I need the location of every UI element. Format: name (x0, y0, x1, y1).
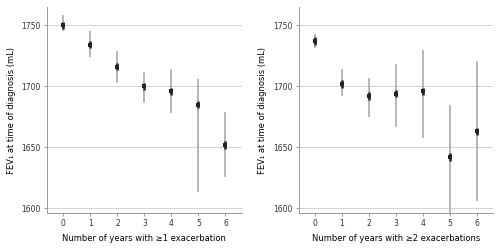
Point (140, 84, 148, 88)
X-axis label: Number of years with ≥2 exacerbations: Number of years with ≥2 exacerbations (312, 234, 480, 243)
X-axis label: Number of years with ≥1 exacerbation: Number of years with ≥1 exacerbation (62, 234, 226, 243)
Point (338, 82, 345, 86)
Y-axis label: FEV₁ at time of diagnosis (mL): FEV₁ at time of diagnosis (mL) (7, 46, 16, 174)
Point (392, 92, 400, 96)
Point (419, 89, 427, 93)
Point (168, 89, 175, 93)
Point (310, 39, 318, 43)
Y-axis label: FEV₁ at time of diagnosis (mL): FEV₁ at time of diagnosis (mL) (258, 46, 268, 174)
Point (86, 43, 94, 47)
Point (60, 23, 68, 27)
Point (365, 94, 373, 98)
Point (222, 143, 230, 147)
Point (194, 102, 202, 106)
Point (446, 155, 454, 159)
Point (473, 130, 481, 134)
Point (114, 65, 122, 69)
